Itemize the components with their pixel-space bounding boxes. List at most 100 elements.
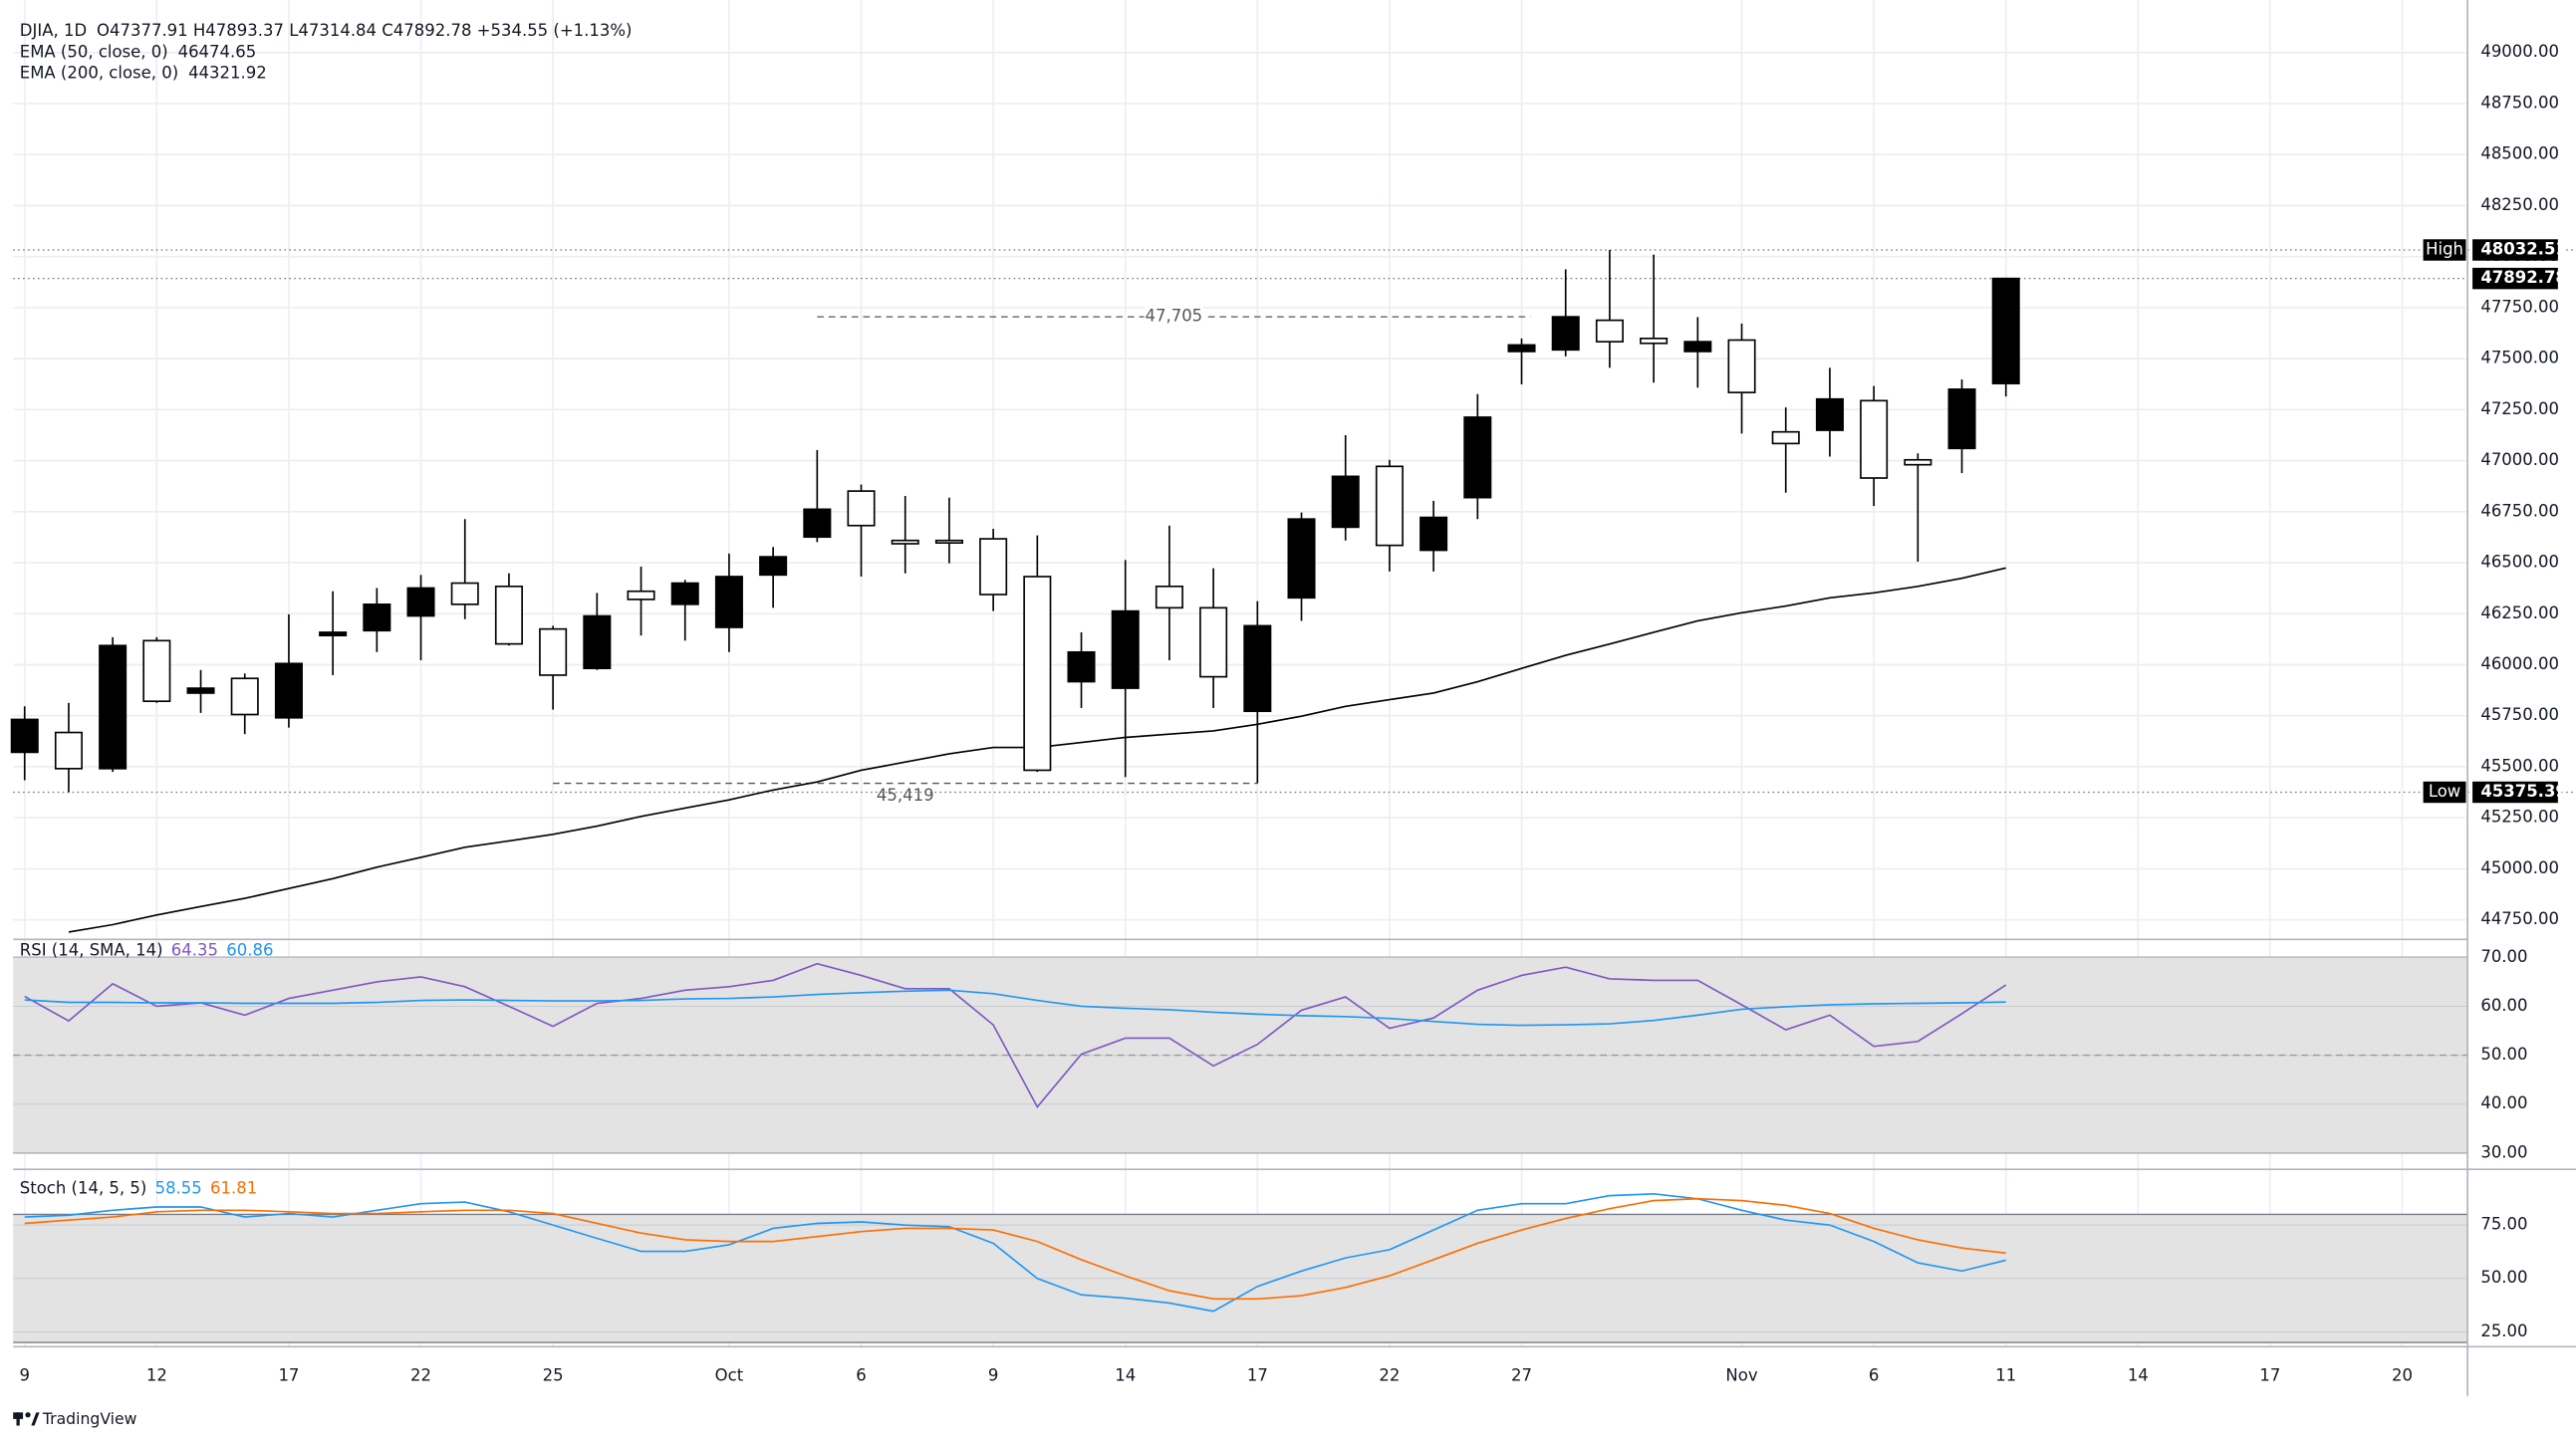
hline-tag: High bbox=[2426, 240, 2463, 259]
candle-body bbox=[1815, 397, 1844, 431]
pane-value: 58.55 bbox=[155, 1179, 202, 1198]
y-tick-label: 45250.00 bbox=[2480, 808, 2559, 827]
candle-body bbox=[319, 631, 348, 637]
candle-body bbox=[1023, 576, 1052, 772]
candle-body bbox=[450, 582, 479, 605]
y-tick-label: 47000.00 bbox=[2480, 450, 2559, 469]
y-tick-label: 75.00 bbox=[2480, 1215, 2527, 1234]
y-tick-label: 48500.00 bbox=[2480, 144, 2559, 163]
candle-body bbox=[1111, 609, 1140, 689]
y-tick-label: 40.00 bbox=[2480, 1093, 2527, 1112]
x-tick-label: 9 bbox=[19, 1366, 30, 1385]
candle-body bbox=[1331, 475, 1360, 529]
candle-body bbox=[406, 587, 435, 617]
candle-body bbox=[1947, 388, 1976, 450]
y-tick-label: 46500.00 bbox=[2480, 553, 2559, 572]
y-tick-label: 44750.00 bbox=[2480, 909, 2559, 928]
pane-value: 60.86 bbox=[226, 940, 273, 959]
x-tick-label: 12 bbox=[146, 1366, 167, 1385]
y-tick-label: 45750.00 bbox=[2480, 705, 2559, 724]
candle-body bbox=[1727, 339, 1756, 393]
candle-body bbox=[1507, 344, 1536, 353]
indicator-line bbox=[24, 989, 2006, 1027]
x-tick-label: 6 bbox=[1869, 1366, 1880, 1385]
y-tick-label: 45000.00 bbox=[2480, 858, 2559, 877]
y-tick-label: 60.00 bbox=[2480, 996, 2527, 1015]
candle-body bbox=[1640, 338, 1669, 345]
candle-body bbox=[1595, 319, 1624, 343]
y-tick-label: 46000.00 bbox=[2480, 654, 2559, 673]
last-price-tag-bg bbox=[2472, 267, 2558, 290]
indicator-value: 44321.92 bbox=[188, 64, 267, 83]
symbol-title: DJIA, 1D bbox=[20, 21, 87, 40]
hline-tag-bg bbox=[2423, 781, 2466, 804]
candle-body bbox=[803, 508, 832, 539]
brand-logo bbox=[13, 1412, 40, 1426]
x-tick-label: 17 bbox=[278, 1366, 299, 1385]
price-tag: 45375.39 bbox=[2480, 782, 2567, 801]
candle-body bbox=[1463, 416, 1492, 499]
x-tick-label: 14 bbox=[2128, 1366, 2149, 1385]
hline-tag-bg bbox=[2423, 239, 2466, 261]
y-tick-label: 46750.00 bbox=[2480, 501, 2559, 520]
pane-value: 61.81 bbox=[210, 1179, 257, 1198]
y-tick-label: 50.00 bbox=[2480, 1268, 2527, 1287]
price-tag-bg bbox=[2472, 781, 2558, 804]
ohlc-text: O47377.91 H47893.37 L47314.84 C47892.78 … bbox=[97, 21, 632, 40]
candle-body bbox=[1287, 518, 1316, 600]
candle-body bbox=[1860, 399, 1889, 479]
candle-body bbox=[1683, 341, 1712, 353]
candle-body bbox=[1243, 624, 1272, 713]
candle-body bbox=[494, 585, 523, 645]
indicator-name: EMA (200, close, 0) bbox=[20, 64, 178, 83]
x-tick-label: Nov bbox=[1725, 1366, 1757, 1385]
candle-body bbox=[1419, 516, 1448, 552]
candle-body bbox=[10, 718, 39, 754]
candle-body bbox=[583, 614, 612, 670]
candle-body bbox=[979, 538, 1008, 596]
candle-body bbox=[142, 639, 171, 703]
x-tick-label: 20 bbox=[2392, 1366, 2413, 1385]
indicator-line bbox=[24, 1197, 2006, 1301]
y-tick-label: 47250.00 bbox=[2480, 399, 2559, 418]
candle-body bbox=[1991, 277, 2020, 384]
candle-body bbox=[54, 731, 83, 770]
candle-body bbox=[274, 662, 303, 719]
pane-value: 64.35 bbox=[171, 940, 218, 959]
x-tick-label: 11 bbox=[1995, 1366, 2016, 1385]
y-tick-label: 48750.00 bbox=[2480, 93, 2559, 112]
candle-body bbox=[1375, 465, 1404, 547]
candle-body bbox=[1199, 606, 1228, 678]
y-tick-label: 47750.00 bbox=[2480, 297, 2559, 316]
last-price-tag: 47892.78 bbox=[2480, 268, 2567, 287]
x-tick-label: 14 bbox=[1115, 1366, 1136, 1385]
x-tick-label: 22 bbox=[410, 1366, 431, 1385]
x-tick-label: 6 bbox=[856, 1366, 867, 1385]
indicator-line bbox=[24, 962, 2007, 1109]
indicator-name: EMA (50, close, 0) bbox=[20, 42, 168, 61]
x-tick-label: Oct bbox=[715, 1366, 744, 1385]
candle-body bbox=[1067, 650, 1096, 683]
candle-body bbox=[759, 556, 788, 577]
candle-body bbox=[627, 590, 655, 601]
candle-body bbox=[714, 576, 743, 628]
candle-body bbox=[186, 687, 215, 694]
y-tick-label: 48250.00 bbox=[2480, 195, 2559, 214]
candle-body bbox=[539, 627, 568, 676]
price-tag: 48032.51 bbox=[2480, 240, 2567, 259]
x-tick-label: 25 bbox=[543, 1366, 564, 1385]
y-tick-label: 30.00 bbox=[2480, 1142, 2527, 1161]
candle-body bbox=[670, 582, 699, 605]
y-tick-label: 49000.00 bbox=[2480, 42, 2559, 61]
candle-body bbox=[891, 539, 919, 545]
candle-body bbox=[1551, 316, 1580, 352]
y-tick-label: 45500.00 bbox=[2480, 756, 2559, 775]
pane-title: RSI (14, SMA, 14) bbox=[20, 940, 163, 959]
x-tick-label: 17 bbox=[2259, 1366, 2280, 1385]
annotation-label: 47,705 bbox=[1146, 307, 1203, 326]
candle-body bbox=[363, 603, 391, 632]
y-tick-label: 25.00 bbox=[2480, 1322, 2527, 1340]
